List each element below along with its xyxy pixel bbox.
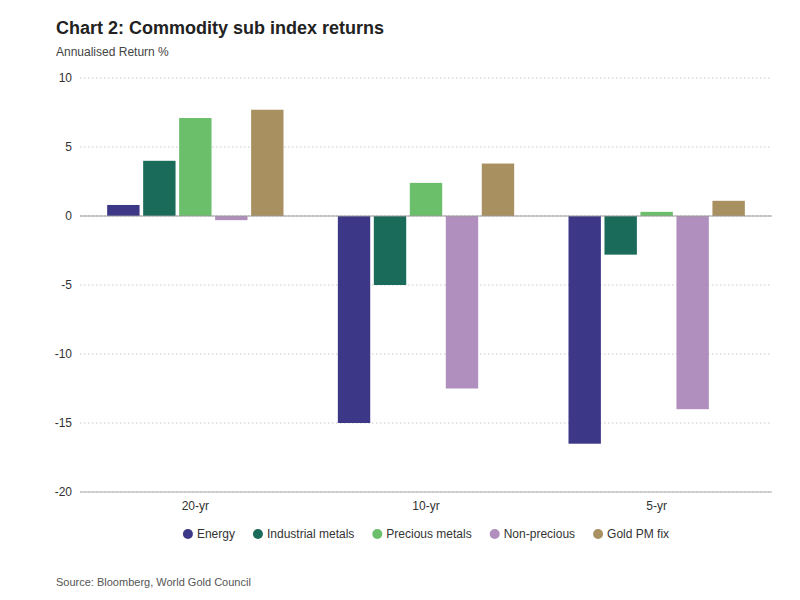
bar	[338, 216, 370, 423]
grid-line	[80, 285, 772, 286]
chart: Chart 2: Commodity sub index returns Annu…	[0, 0, 800, 600]
legend: Energy Industrial metals Precious metals No…	[183, 527, 669, 541]
bar	[179, 118, 211, 216]
legend-label: Industrial metals	[267, 527, 354, 541]
bar	[712, 201, 744, 216]
y-tick-label: -5	[61, 278, 72, 292]
subtitle: Annualised Return %	[56, 45, 169, 59]
legend-item: Energy	[183, 527, 235, 541]
bar	[143, 161, 175, 216]
grid-line	[80, 492, 772, 493]
zero-line	[80, 216, 772, 217]
bars	[107, 110, 745, 444]
legend-item: Non-precious	[490, 527, 575, 541]
y-tick-label: 5	[65, 140, 72, 154]
y-tick-label: 10	[59, 71, 73, 85]
grid-line	[80, 78, 772, 79]
bar	[251, 110, 283, 216]
bar	[482, 164, 514, 216]
legend-label: Precious metals	[386, 527, 471, 541]
legend-swatch	[490, 529, 500, 539]
legend-label: Energy	[197, 527, 235, 541]
grid	[80, 78, 772, 492]
bar	[446, 216, 478, 389]
bar	[676, 216, 708, 409]
grid-line	[80, 216, 772, 217]
legend-item: Gold PM fix	[593, 527, 669, 541]
bar	[604, 216, 636, 255]
grid-line	[80, 423, 772, 424]
y-tick-label: -15	[55, 416, 73, 430]
x-tick-label: 5-yr	[646, 499, 667, 513]
background	[0, 0, 800, 600]
y-tick-label: -20	[55, 485, 73, 499]
bar	[410, 183, 442, 216]
bar	[374, 216, 406, 285]
legend-swatch	[372, 529, 382, 539]
bar	[569, 216, 601, 444]
bar	[215, 216, 247, 220]
annotation: Source: Bloomberg, World Gold Council	[56, 576, 251, 588]
legend-label: Non-precious	[504, 527, 575, 541]
grid-line	[80, 354, 772, 355]
title: Chart 2: Commodity sub index returns	[56, 18, 384, 38]
legend-item: Precious metals	[372, 527, 471, 541]
legend-item: Industrial metals	[253, 527, 354, 541]
x-tick-label: 10-yr	[412, 499, 439, 513]
legend-swatch	[253, 529, 263, 539]
legend-swatch	[593, 529, 603, 539]
y-tick-label: -10	[55, 347, 73, 361]
x-axis-line	[80, 492, 772, 493]
y-tick-label: 0	[65, 209, 72, 223]
x-tick-label: 20-yr	[182, 499, 209, 513]
bar	[107, 205, 139, 216]
legend-swatch	[183, 529, 193, 539]
bar	[640, 212, 672, 216]
legend-label: Gold PM fix	[607, 527, 669, 541]
